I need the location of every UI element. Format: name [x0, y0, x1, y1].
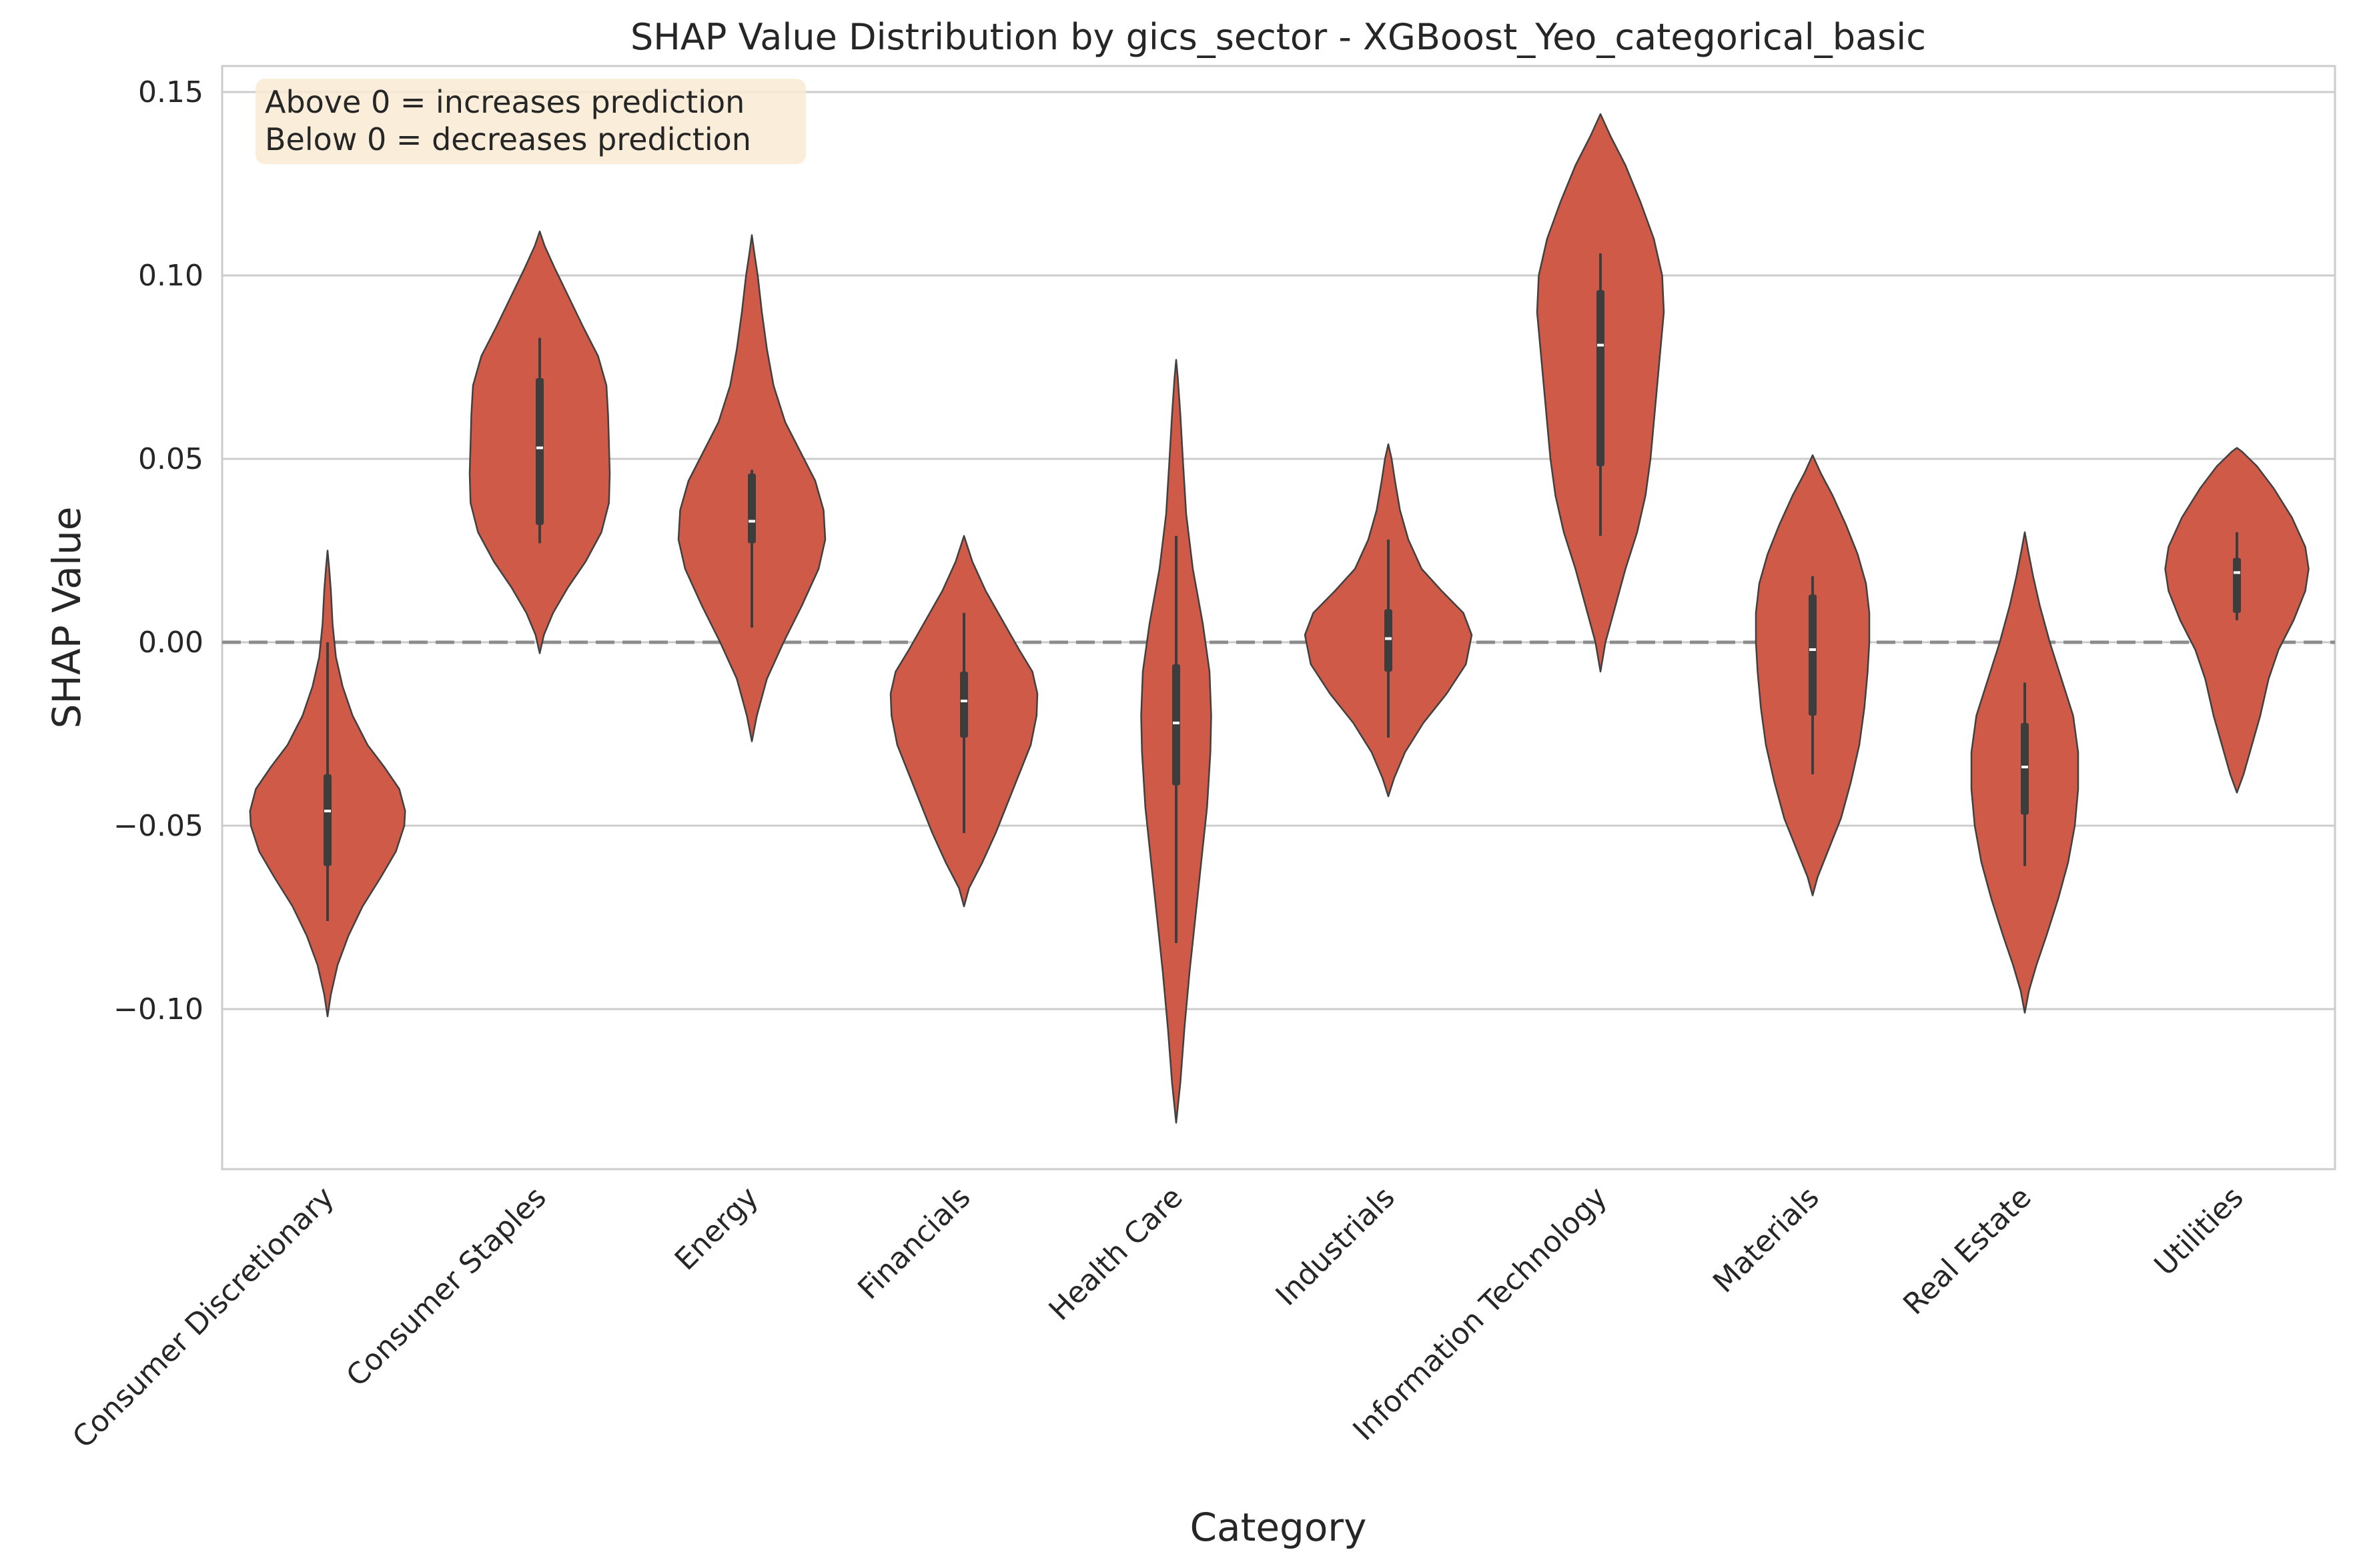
violin-industrials — [1304, 443, 1473, 798]
violin-health-care — [1140, 359, 1212, 1124]
violin-iqr-box — [324, 774, 332, 866]
y-tick-labels: 0.15 0.10 0.05 0.00 −0.05 −0.10 — [113, 75, 203, 1026]
violin-information-technology — [1536, 113, 1665, 673]
y-tick-label: −0.10 — [113, 992, 203, 1026]
y-tick-label: 0.05 — [138, 442, 203, 476]
annotation-box: Above 0 = increases prediction Below 0 =… — [256, 79, 806, 164]
y-tick-label: 0.10 — [138, 259, 203, 293]
y-tick-label: 0.15 — [138, 75, 203, 109]
violin-iqr-box — [2021, 723, 2029, 815]
violin-iqr-box — [748, 474, 756, 544]
annotation-background — [256, 79, 806, 164]
violin-utilities — [2164, 447, 2310, 794]
axes-frame — [221, 65, 2336, 1170]
y-tick-label: 0.00 — [138, 626, 203, 660]
violin-financials — [889, 535, 1039, 908]
violin-consumer-staples — [468, 230, 611, 654]
violin-iqr-box — [536, 378, 544, 525]
y-tick-label: −0.05 — [113, 809, 203, 843]
x-axis-label: Category — [1190, 1505, 1367, 1550]
violin-iqr-box — [2233, 558, 2241, 613]
violin-energy — [677, 234, 827, 742]
annotation-line-1: Above 0 = increases prediction — [265, 84, 745, 120]
violins — [249, 113, 2310, 1124]
y-axis-label: SHAP Value — [44, 507, 89, 729]
violin-consumer-discretionary — [249, 550, 406, 1018]
violin-iqr-box — [1384, 609, 1392, 672]
violin-materials — [1755, 454, 1871, 896]
violin-iqr-box — [1596, 290, 1604, 466]
violin-iqr-box — [1172, 664, 1180, 786]
violin-iqr-box — [1809, 594, 1817, 716]
chart-title: SHAP Value Distribution by gics_sector -… — [630, 16, 1926, 58]
violin-real-estate — [1970, 531, 2079, 1014]
annotation-line-2: Below 0 = decreases prediction — [265, 121, 751, 157]
violin-iqr-box — [960, 672, 968, 738]
